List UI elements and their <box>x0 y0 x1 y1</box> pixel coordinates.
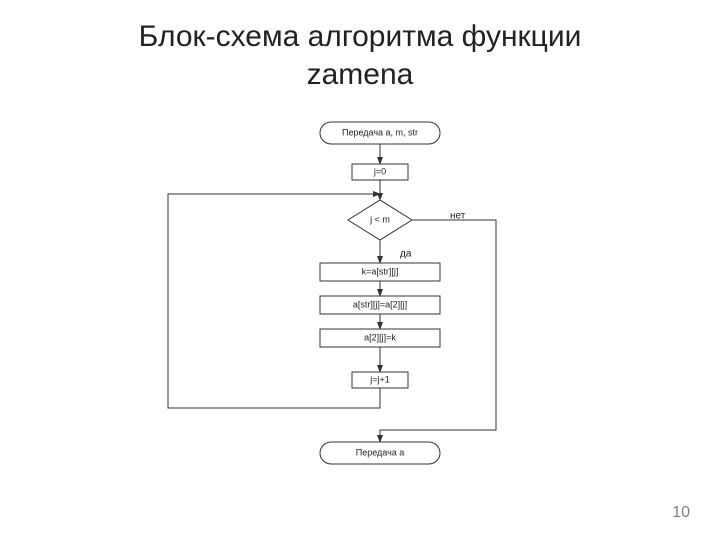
svg-text:Передача a: Передача a <box>356 447 405 457</box>
svg-text:a[2][j]=k: a[2][j]=k <box>364 332 396 342</box>
svg-text:a[str][j]=a[2][j]: a[str][j]=a[2][j] <box>353 299 407 309</box>
page-number: 10 <box>672 504 690 522</box>
svg-text:Передача a, m, str: Передача a, m, str <box>342 127 418 137</box>
flowchart-canvas: Передача a, m, str j=0 j < m k=a[str][j] a[s… <box>0 0 720 540</box>
svg-text:j=0: j=0 <box>373 166 386 176</box>
svg-text:да: да <box>400 249 412 260</box>
svg-text:k=a[str][j]: k=a[str][j] <box>362 266 399 276</box>
svg-text:j < m: j < m <box>369 214 390 224</box>
svg-text:нет: нет <box>450 211 466 222</box>
svg-text:j=j+1: j=j+1 <box>369 374 390 384</box>
